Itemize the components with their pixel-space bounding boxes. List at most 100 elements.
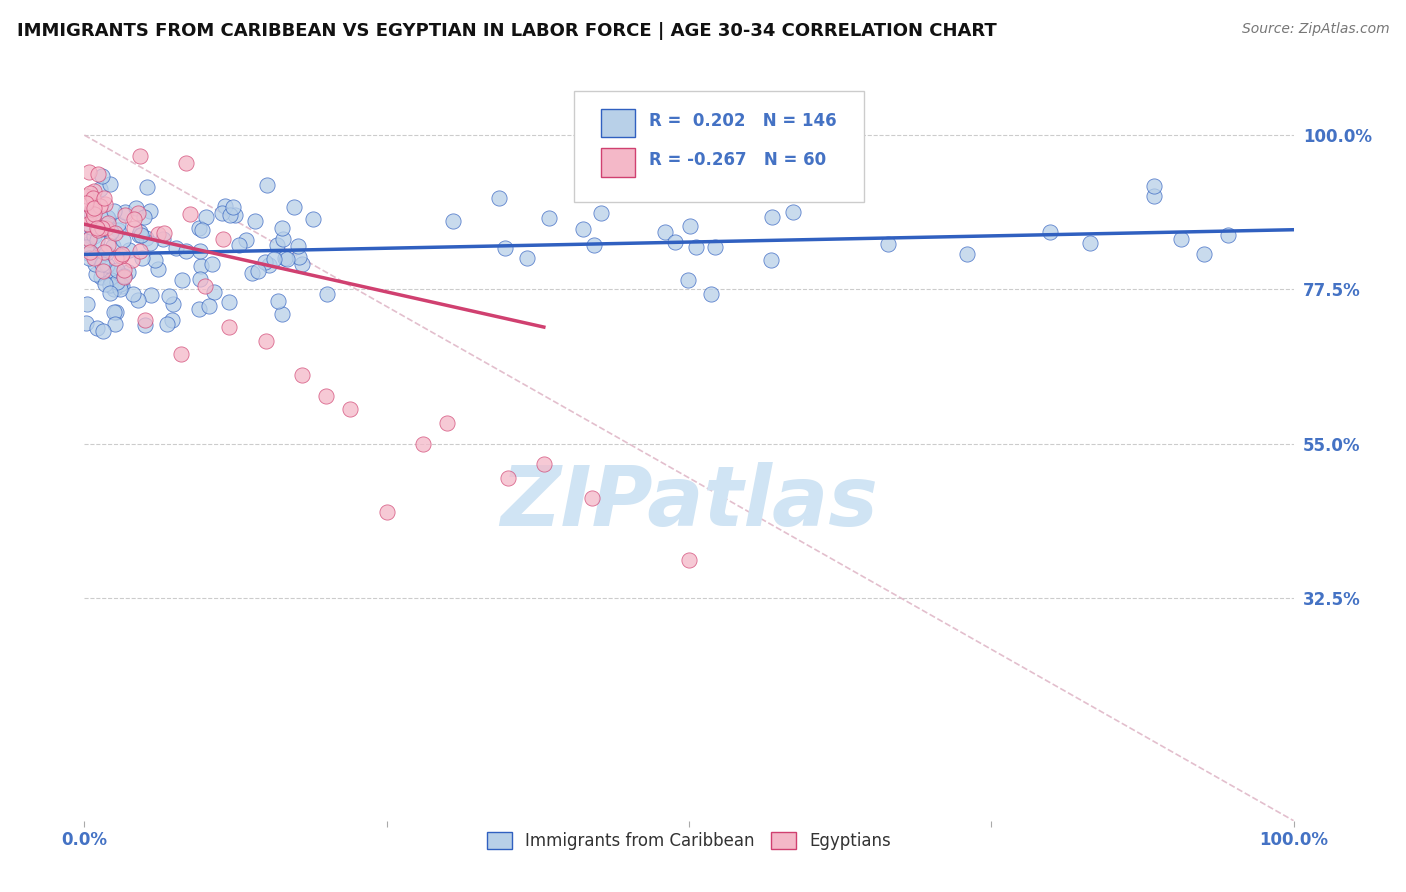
Point (877, 237, 900, 252)
Point (143, 253, 166, 268)
Point (91, 264, 114, 278)
Point (218, 320, 240, 334)
FancyBboxPatch shape (600, 109, 634, 137)
Point (188, 244, 211, 259)
Point (276, 252, 298, 266)
Point (494, 241, 516, 255)
Point (496, 471, 519, 485)
Point (537, 211, 560, 225)
Point (91, 257, 114, 271)
Point (516, 252, 538, 266)
Point (267, 294, 290, 309)
Point (219, 208, 242, 222)
Point (287, 239, 309, 253)
Point (572, 222, 595, 236)
Point (82, 211, 104, 226)
Point (131, 251, 153, 265)
Point (254, 334, 277, 348)
Point (240, 266, 263, 280)
Point (134, 211, 156, 225)
Point (105, 277, 128, 292)
Text: Source: ZipAtlas.com: Source: ZipAtlas.com (1241, 22, 1389, 37)
Point (107, 217, 129, 231)
Point (77, 232, 100, 246)
Point (96, 258, 118, 272)
Point (218, 294, 240, 309)
Point (91, 221, 114, 235)
Point (134, 318, 156, 333)
Point (80, 219, 103, 234)
Point (76, 297, 98, 311)
Point (1143, 188, 1166, 202)
Point (129, 228, 152, 243)
Point (75, 196, 97, 211)
Point (77, 210, 100, 224)
Point (105, 263, 128, 277)
Point (108, 267, 131, 281)
Point (685, 240, 707, 254)
Point (139, 235, 162, 250)
Point (98, 177, 121, 191)
Point (212, 232, 235, 246)
Point (170, 273, 193, 287)
Point (79, 186, 101, 201)
Point (103, 203, 125, 218)
Point (87, 167, 110, 181)
Point (112, 262, 135, 277)
Point (111, 247, 134, 261)
Point (86, 221, 108, 235)
Point (679, 219, 702, 233)
Point (214, 198, 236, 212)
Point (761, 210, 783, 224)
Point (89, 199, 111, 213)
Point (703, 239, 725, 253)
Point (135, 230, 157, 244)
Point (1192, 246, 1215, 260)
Point (93, 245, 115, 260)
Point (77, 246, 100, 260)
Point (97, 216, 120, 230)
Point (253, 255, 276, 269)
Point (83, 201, 105, 215)
Point (1216, 228, 1239, 243)
Point (111, 278, 134, 293)
Point (82, 191, 104, 205)
Point (179, 207, 201, 221)
Point (104, 304, 127, 318)
Point (174, 156, 197, 170)
Point (190, 222, 212, 236)
Point (759, 252, 782, 267)
Point (256, 178, 278, 192)
Point (80, 206, 103, 220)
Point (153, 227, 176, 241)
Point (75, 189, 97, 203)
Point (488, 191, 510, 205)
Point (138, 204, 160, 219)
Point (89, 182, 111, 196)
Point (271, 232, 294, 246)
Point (228, 237, 250, 252)
Point (101, 271, 124, 285)
Point (956, 247, 979, 261)
Point (84, 258, 107, 272)
Text: ZIPatlas: ZIPatlas (501, 462, 877, 543)
Point (134, 313, 156, 327)
Point (198, 299, 221, 313)
Point (246, 263, 269, 277)
Point (83, 184, 105, 198)
Point (107, 223, 129, 237)
Point (86, 233, 108, 247)
Point (111, 233, 134, 247)
Point (676, 273, 699, 287)
Point (91, 220, 114, 235)
Point (82, 202, 104, 217)
Point (91, 222, 114, 236)
Point (152, 232, 174, 246)
FancyBboxPatch shape (600, 148, 634, 177)
Point (128, 244, 150, 258)
Point (128, 149, 150, 163)
Point (105, 275, 128, 289)
Point (187, 221, 209, 235)
Point (271, 221, 294, 235)
Point (162, 297, 184, 311)
